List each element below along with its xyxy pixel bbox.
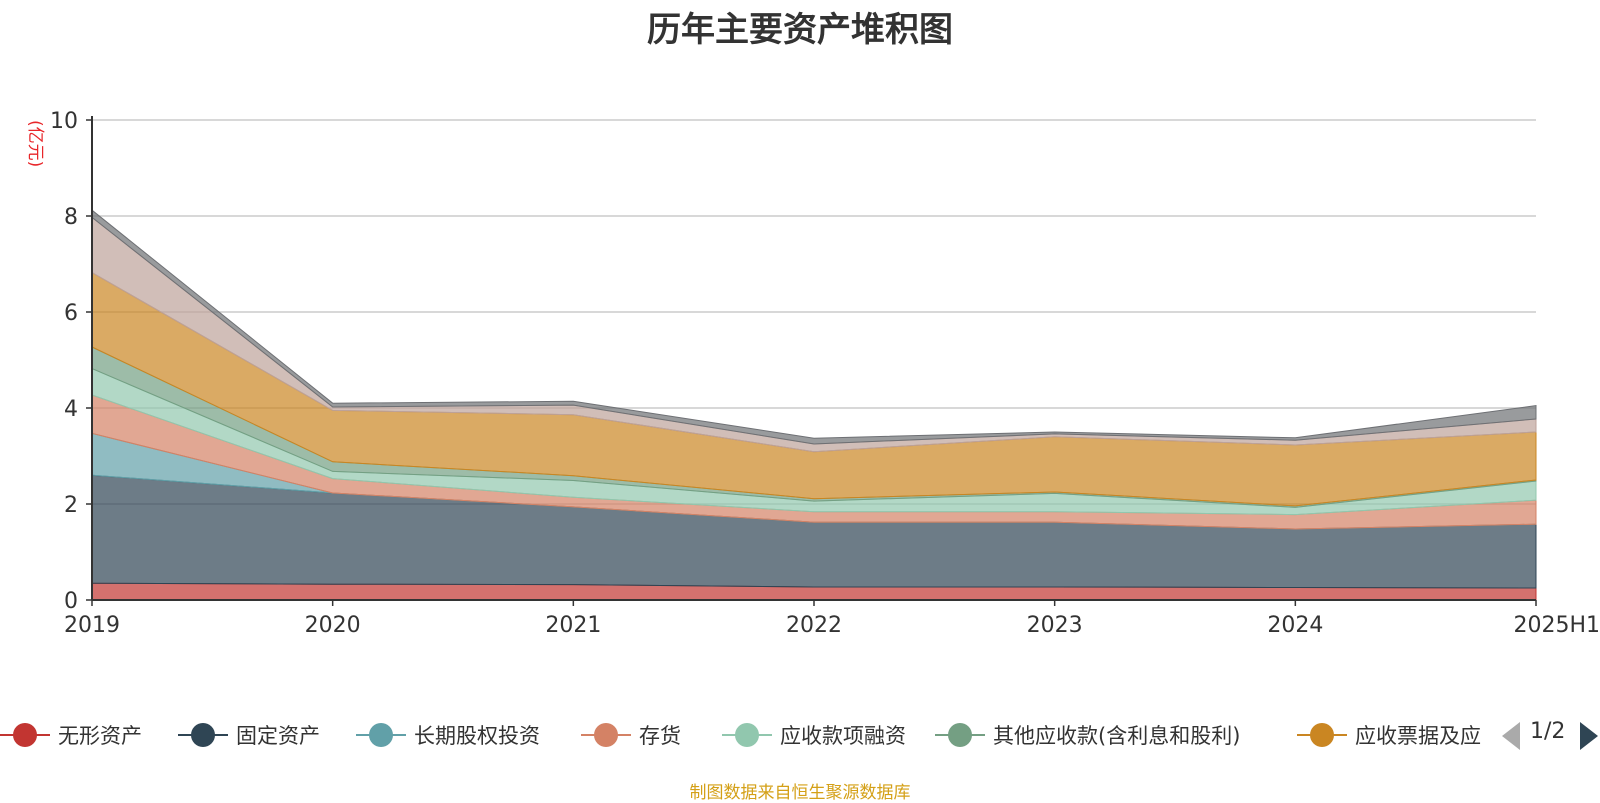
chart-title: 历年主要资产堆积图 xyxy=(647,10,953,50)
x-tick-label: 2022 xyxy=(786,613,842,638)
legend-label: 长期股权投资 xyxy=(414,724,540,748)
x-tick-label: 2025H1 xyxy=(1513,613,1600,638)
legend-page-indicator: 1/2 xyxy=(1530,719,1566,744)
legend: 无形资产 固定资产 长期股权投资 存货 应收款项融资 其他应收款(含利息和股利) 应收票据及… xyxy=(0,715,1600,755)
source-note: 制图数据来自恒生聚源数据库 xyxy=(689,783,911,803)
legend-item[interactable]: 长期股权投资 xyxy=(356,715,540,755)
legend-marker-icon xyxy=(722,720,772,750)
legend-marker-icon xyxy=(935,720,985,750)
x-tick-label: 2021 xyxy=(545,613,601,638)
area-series xyxy=(91,209,1537,601)
legend-item[interactable]: 存货 xyxy=(581,715,681,755)
legend-label: 应收款项融资 xyxy=(780,724,906,748)
y-tick-label: 0 xyxy=(64,589,78,614)
legend-marker-icon xyxy=(0,720,50,750)
y-tick-label: 2 xyxy=(64,493,78,518)
legend-marker-icon xyxy=(581,720,631,750)
axes xyxy=(86,116,1537,606)
legend-marker-icon xyxy=(356,720,406,750)
x-tick-label: 2024 xyxy=(1267,613,1323,638)
legend-label: 固定资产 xyxy=(236,724,320,748)
legend-item[interactable]: 其他应收款(含利息和股利) xyxy=(935,715,1240,755)
legend-label: 存货 xyxy=(639,724,681,748)
legend-item[interactable]: 固定资产 xyxy=(178,715,320,755)
legend-marker-icon xyxy=(1297,720,1347,750)
tick-labels: 0 2 4 6 8 10 2019 2020 2021 2022 2023 2024 2025H1 xyxy=(50,109,1600,638)
y-tick-label: 8 xyxy=(64,205,78,230)
legend-label: 应收票据及应收账款 xyxy=(1355,724,1482,748)
area-series-8 xyxy=(91,209,1537,445)
y-tick-label: 6 xyxy=(64,301,78,326)
legend-items: 无形资产 固定资产 长期股权投资 存货 应收款项融资 其他应收款(含利息和股利) 应收票据及… xyxy=(0,715,1482,755)
y-tick-label: 4 xyxy=(64,397,78,422)
legend-item[interactable]: 应收款项融资 xyxy=(722,715,906,755)
legend-prev-page-button[interactable] xyxy=(1502,722,1520,750)
legend-next-page-button[interactable] xyxy=(1580,722,1598,750)
y-tick-label: 10 xyxy=(50,109,78,134)
legend-label: 无形资产 xyxy=(58,724,142,748)
stacked-area-chart: 0 2 4 6 8 10 2019 2020 2021 2022 2023 2024 2025H1 xyxy=(50,109,1600,638)
x-tick-label: 2019 xyxy=(64,613,120,638)
legend-label: 其他应收款(含利息和股利) xyxy=(993,724,1241,748)
legend-marker-icon xyxy=(178,720,228,750)
x-tick-label: 2023 xyxy=(1027,613,1083,638)
x-tick-label: 2020 xyxy=(305,613,361,638)
legend-item[interactable]: 应收票据及应收账款 xyxy=(1297,715,1482,755)
legend-item[interactable]: 无形资产 xyxy=(0,715,142,755)
